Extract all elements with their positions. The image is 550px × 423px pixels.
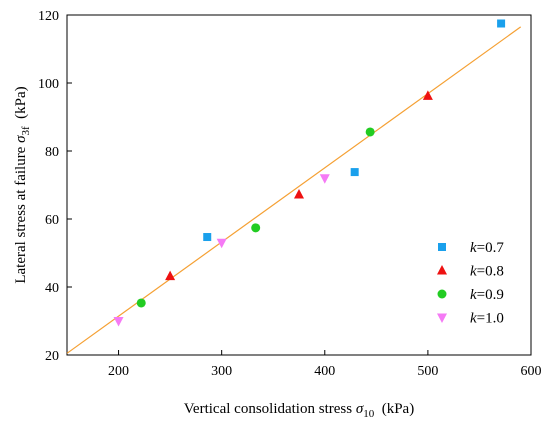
- legend: k=0.7k=0.8k=0.9k=1.0: [437, 240, 504, 327]
- legend-label-variable: k: [470, 287, 477, 303]
- x-axis-title-symbol: σ: [356, 401, 364, 417]
- x-tick-label: 400: [314, 364, 335, 379]
- y-axis-title-unit: (kPa): [13, 86, 29, 126]
- y-tick-label: 100: [38, 77, 59, 92]
- legend-label-value: =0.7: [477, 240, 505, 256]
- legend-label-value: =0.8: [477, 264, 504, 280]
- x-tick-label: 500: [417, 364, 438, 379]
- x-tick-label: 300: [211, 364, 232, 379]
- y-tick-label: 60: [45, 213, 59, 228]
- x-tick-label: 600: [521, 364, 542, 379]
- y-axis-title: Lateral stress at failure σ3f (kPa): [13, 86, 32, 283]
- data-point: [350, 168, 359, 177]
- legend-label-variable: k: [470, 264, 477, 280]
- legend-label: k=0.8: [470, 264, 504, 280]
- fit-line: [66, 26, 522, 354]
- legend-label-value: =0.9: [477, 287, 504, 303]
- data-point: [497, 19, 506, 28]
- data-point: [294, 189, 304, 199]
- y-tick-label: 80: [45, 145, 59, 160]
- data-point: [216, 238, 227, 249]
- legend-label: k=0.9: [470, 287, 504, 303]
- data-point: [203, 233, 212, 242]
- data-point: [113, 317, 124, 327]
- legend-label-variable: k: [470, 311, 477, 327]
- x-axis-title-subscript: 10: [363, 408, 375, 420]
- legend-label: k=0.7: [470, 240, 504, 256]
- data-point: [365, 127, 375, 137]
- legend-marker: [437, 265, 447, 275]
- data-point: [319, 174, 330, 184]
- fit-line-layer: [66, 26, 522, 354]
- y-axis-title-prefix: Lateral stress at failure: [13, 143, 29, 284]
- y-axis-title-subscript: 3f: [20, 126, 32, 136]
- x-axis-title-prefix: Vertical consolidation stress: [184, 401, 356, 417]
- legend-marker: [437, 289, 447, 299]
- legend-label: k=1.0: [470, 311, 504, 327]
- axis-ticks-layer: 200 300 400 500 600 20 40 60 80 100 120: [38, 9, 542, 379]
- data-points-layer: [113, 19, 506, 327]
- legend-label-value: =1.0: [477, 311, 504, 327]
- x-axis-title-unit: (kPa): [374, 401, 414, 417]
- legend-marker: [438, 243, 446, 251]
- data-point: [251, 223, 261, 233]
- data-point: [422, 90, 433, 100]
- data-point: [165, 270, 176, 281]
- y-tick-label: 40: [45, 281, 59, 296]
- plot-area: [66, 14, 532, 356]
- data-point: [136, 298, 146, 308]
- y-axis-title-symbol: σ: [13, 135, 29, 143]
- legend-marker: [437, 313, 447, 323]
- x-axis-title: Vertical consolidation stress σ10 (kPa): [184, 401, 414, 420]
- y-tick-label: 20: [45, 349, 59, 364]
- plot-frame: [66, 14, 532, 356]
- legend-label-variable: k: [470, 240, 477, 256]
- y-tick-label: 120: [38, 9, 59, 24]
- x-tick-label: 200: [108, 364, 129, 379]
